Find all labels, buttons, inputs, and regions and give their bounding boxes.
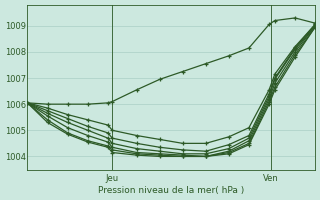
X-axis label: Pression niveau de la mer( hPa ): Pression niveau de la mer( hPa ) [98,186,244,195]
